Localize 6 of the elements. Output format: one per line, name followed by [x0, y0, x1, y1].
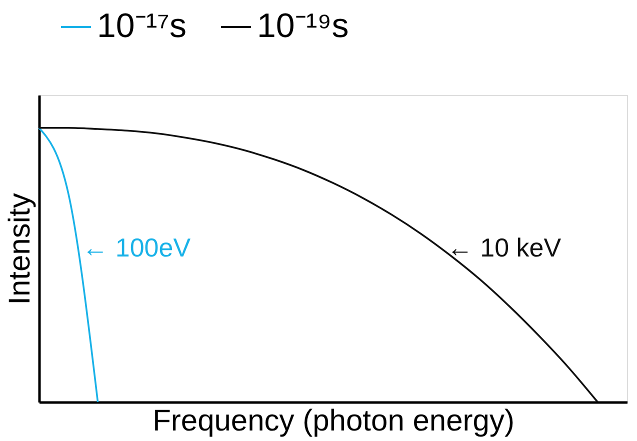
legend-label: 10⁻¹⁷s	[97, 7, 186, 45]
annotation: ← 100eV	[82, 232, 192, 262]
legend-label: 10⁻¹⁹s	[257, 7, 349, 45]
y-axis-title: Intensity	[4, 193, 36, 305]
x-axis-title: Frequency (photon energy)	[152, 404, 514, 438]
annotation: ← 10 keV	[446, 232, 562, 262]
